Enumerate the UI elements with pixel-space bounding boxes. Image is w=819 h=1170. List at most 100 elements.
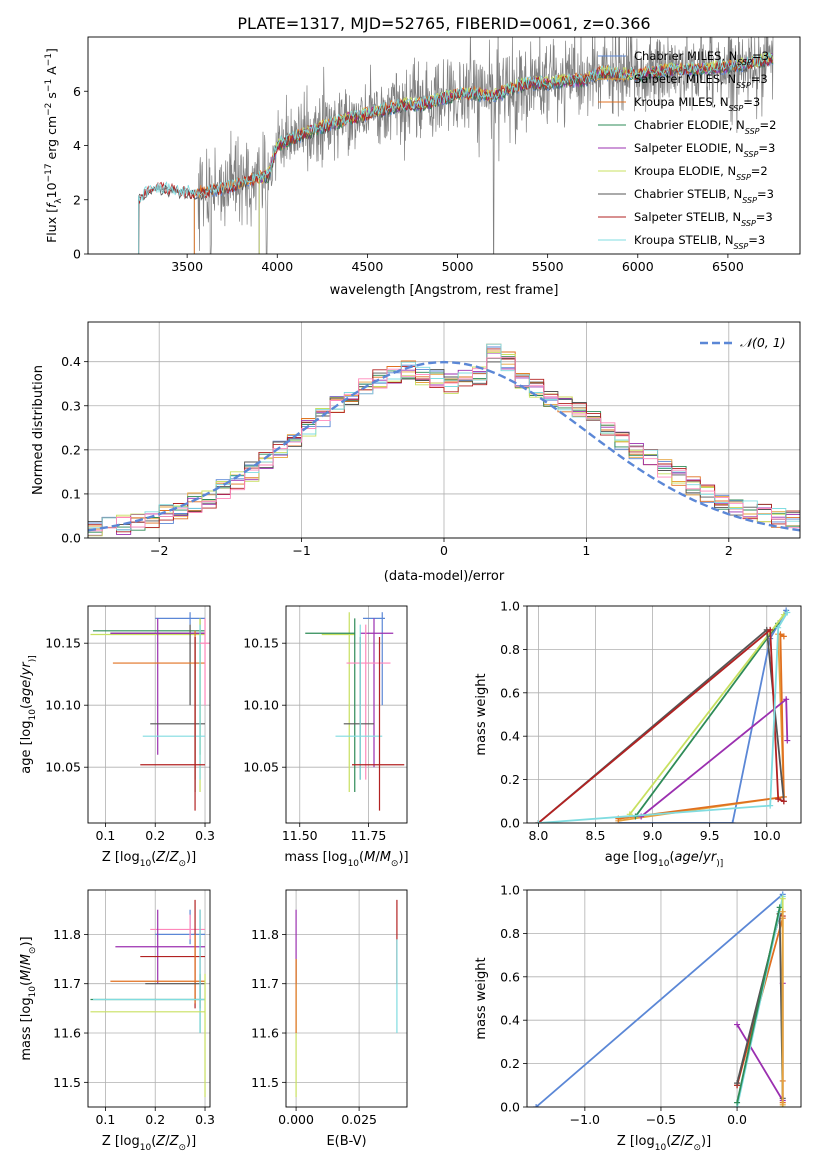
spectrum-legend: Chabrier MILES, NSSP=3 Salpeter MILES, NS… xyxy=(598,49,776,251)
x-tick-label: 6500 xyxy=(712,259,744,274)
x-tick-label: 0.025 xyxy=(341,1112,377,1127)
x-tick-label: 0.3 xyxy=(195,1112,215,1127)
errorbar-point xyxy=(115,909,206,984)
mass-weight-marker xyxy=(780,798,787,805)
mass-weight-marker xyxy=(734,1099,741,1106)
errorbar-point xyxy=(145,909,206,1009)
axes-frame xyxy=(285,889,408,1108)
y-tick-label: 10.10 xyxy=(45,698,81,713)
mass-weight-marker xyxy=(784,609,791,616)
x-tick-label: 3500 xyxy=(171,259,203,274)
mass-weight-series xyxy=(537,628,785,823)
panel-mass-weight-vs-age: 8.0 8.5 9.0 9.5 10.0 0.0 0.2 0.4 0.6 0.8 1.0 age [l… xyxy=(474,599,802,869)
x-tick-label: −1.0 xyxy=(570,1112,600,1127)
mass-weight-series xyxy=(618,609,787,823)
mass-weight-marker xyxy=(535,820,542,823)
axes-frame xyxy=(87,605,211,824)
mass-weight-marker xyxy=(775,796,782,803)
y-tick-label: 0.4 xyxy=(500,1013,520,1028)
axes-frame xyxy=(87,889,211,1108)
y-axis-label: mass [log10(M/M⊙)] xyxy=(19,936,38,1060)
x-axis-label: wavelength [Angstrom, rest frame] xyxy=(330,283,559,298)
axes-frame xyxy=(285,605,408,824)
y-tick-label: 0.4 xyxy=(61,354,81,369)
legend-entry: Kroupa STELIB, NSSP=3 xyxy=(634,233,765,251)
y-tick-label: 11.6 xyxy=(53,1026,81,1041)
y-axis-label: mass weight xyxy=(474,957,489,1039)
axes-frame xyxy=(87,36,801,255)
axes-frame xyxy=(526,889,802,1108)
y-tick-label: 0.2 xyxy=(500,772,520,787)
y-tick-label: 0.6 xyxy=(500,969,520,984)
y-axis-label: mass weight xyxy=(474,673,489,755)
y-axis-label: Normed distribution xyxy=(31,365,46,495)
mass-weight-marker xyxy=(767,802,774,809)
y-tick-label: 0.4 xyxy=(500,729,520,744)
x-tick-label: 0.000 xyxy=(278,1112,314,1127)
y-tick-label: 0.3 xyxy=(61,398,81,413)
y-tick-label: 10.05 xyxy=(45,760,81,775)
x-axis-label: Z [log10(Z/Z⊙)] xyxy=(102,1134,196,1153)
x-tick-label: 8.0 xyxy=(528,828,548,843)
legend-entry: Kroupa MILES, NSSP=3 xyxy=(634,95,760,113)
x-axis-label: E(B-V) xyxy=(326,1134,366,1149)
plot-area xyxy=(88,343,800,537)
y-tick-label: 1.0 xyxy=(500,883,520,898)
figure-title: PLATE=1317, MJD=52765, FIBERID=0061, z=0… xyxy=(237,14,650,33)
legend-entry: Chabrier MILES, NSSP=3 xyxy=(634,49,769,67)
y-tick-label: 11.5 xyxy=(251,1075,279,1090)
errorbar-point xyxy=(352,637,405,811)
mass-weight-marker xyxy=(783,696,790,703)
errorbar-point xyxy=(200,618,210,706)
plot-area xyxy=(295,899,398,1098)
y-tick-label: 0.8 xyxy=(500,926,520,941)
plot-area xyxy=(535,607,791,823)
x-tick-label: −0.5 xyxy=(646,1112,676,1127)
x-tick-label: 9.0 xyxy=(643,828,663,843)
errorbar-point xyxy=(346,624,391,780)
mass-weight-marker xyxy=(734,1080,741,1087)
y-tick-label: 2 xyxy=(73,192,81,207)
x-tick-label: 0.2 xyxy=(145,1112,165,1127)
mass-weight-series xyxy=(629,614,785,815)
mass-weight-series xyxy=(618,632,785,820)
x-axis-label: (data-model)/error xyxy=(384,569,505,584)
errorbar-point xyxy=(150,914,206,940)
legend-entry: Kroupa ELODIE, NSSP=2 xyxy=(634,164,768,182)
axes-frame xyxy=(526,605,802,824)
panel-age-vs-Z: 0.1 0.2 0.3 10.05 10.10 10.15 Z [log10(Z/Z⊙)] a… xyxy=(19,605,215,869)
errorbar-point xyxy=(92,909,206,1034)
panel-age-vs-mass: 11.50 11.75 10.05 10.10 10.15 mass [log10(M/M… xyxy=(243,605,409,869)
x-tick-label: 5000 xyxy=(442,259,474,274)
x-tick-label: 0.3 xyxy=(195,828,215,843)
errorbar-point xyxy=(142,624,206,780)
y-tick-label: 11.6 xyxy=(251,1026,279,1041)
y-tick-label: 0.0 xyxy=(500,816,520,831)
x-tick-label: 1 xyxy=(582,543,590,558)
x-tick-label: 5500 xyxy=(532,259,564,274)
mass-weight-series xyxy=(538,612,789,823)
y-tick-label: 6 xyxy=(73,84,81,99)
x-tick-label: 4000 xyxy=(261,259,293,274)
y-tick-label: 11.8 xyxy=(251,927,279,942)
x-tick-label: 0.2 xyxy=(145,828,165,843)
mass-weight-marker xyxy=(780,633,787,640)
mass-weight-marker xyxy=(729,820,736,823)
y-axis-label: Flux [fλ10−17 erg cm−2 s−1 A−1] xyxy=(44,48,64,243)
plot-area xyxy=(533,891,786,1107)
y-tick-label: 11.8 xyxy=(53,927,81,942)
mass-weight-marker xyxy=(779,895,786,902)
normal-distribution-curve xyxy=(88,360,800,532)
legend-entry: Salpeter MILES, NSSP=3 xyxy=(634,72,768,90)
legend-entry: Chabrier ELODIE, NSSP=2 xyxy=(634,118,776,136)
y-tick-label: 4 xyxy=(73,138,81,153)
mass-weight-marker xyxy=(776,904,783,911)
y-tick-label: 0.0 xyxy=(500,1100,520,1115)
y-tick-label: 10.05 xyxy=(243,760,279,775)
x-tick-label: 0 xyxy=(440,543,448,558)
axes-frame xyxy=(87,321,801,539)
y-tick-label: 0.0 xyxy=(61,531,81,546)
mass-weight-marker xyxy=(775,624,782,631)
errorbar-point xyxy=(321,612,355,792)
panel-residuals: −2 −1 0 1 2 0.0 0.1 0.2 0.3 0.4 𝒩(0, 1) (data-model… xyxy=(31,321,801,584)
